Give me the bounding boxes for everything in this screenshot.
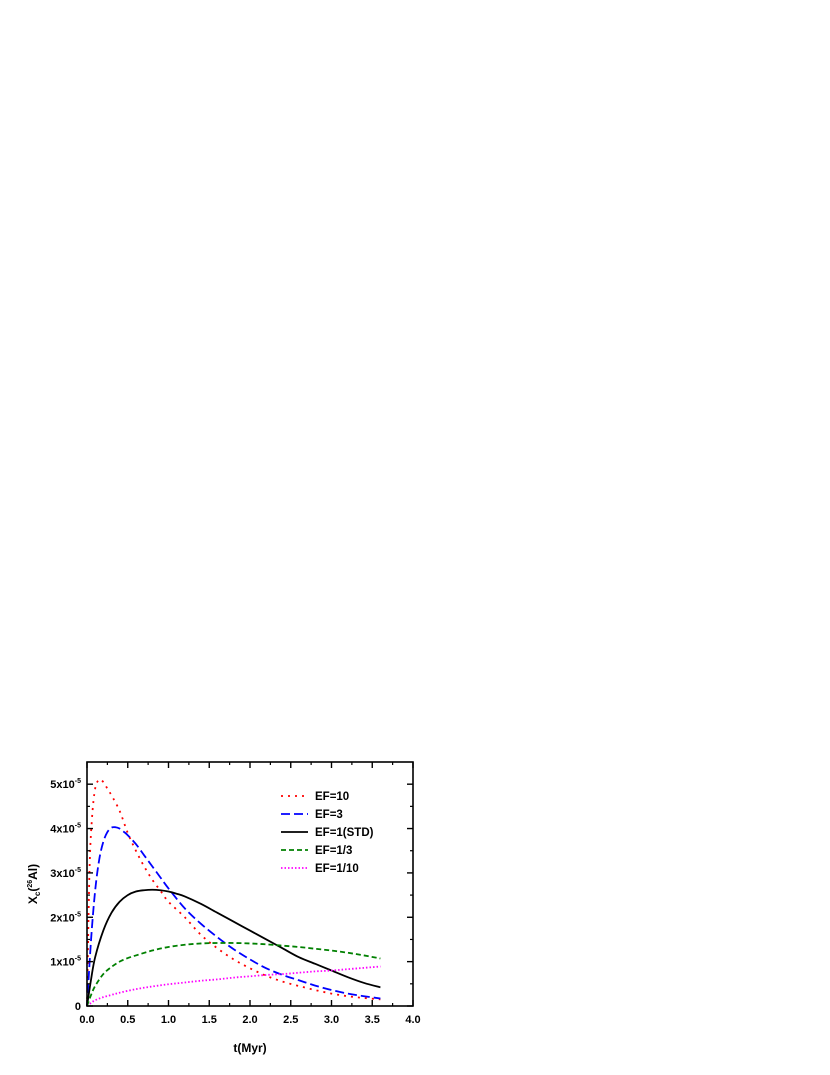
x-tick-label: 0.0 [79,1014,94,1026]
legend-label-4: EF=1/10 [315,863,359,875]
y-tick-mantissa: 5x10 [50,779,74,791]
y-tick-label: 3x10-5 [50,867,81,880]
y-axis-title-main: X [26,896,40,904]
y-axis-title-open: ( [26,888,40,892]
x-tick-label: 1.5 [202,1014,217,1026]
y-axis-title-sup: 26 [27,880,34,888]
y-axis-title: Xc(26Al) [26,864,42,904]
legend-label-0: EF=10 [315,791,349,803]
x-tick-label: 3.0 [324,1014,339,1026]
series-line-4 [86,965,381,1007]
x-axis-ticks: 0.0 0.5 1.0 1.5 2.0 2.5 3.0 3.5 4.0 [79,762,421,1026]
legend: EF=10 EF=3 EF=1(STD) EF=1/3 EF=1/10 [281,791,374,875]
x-tick-label: 2.5 [283,1014,298,1026]
x-tick-label: 3.5 [365,1014,380,1026]
series-line-3 [86,942,381,1007]
legend-label-1: EF=3 [315,809,343,821]
legend-label-3: EF=1/3 [315,845,352,857]
y-tick-exponent: -5 [75,867,81,874]
x-tick-label: 1.0 [161,1014,176,1026]
x-axis-title: t(Myr) [233,1041,266,1055]
series-line-1 [86,826,381,1007]
y-tick-exponent: -5 [75,956,81,963]
y-tick-label: 4x10-5 [50,823,81,836]
plot-frame [86,761,414,1007]
y-tick-mantissa: 2x10 [50,912,74,924]
legend-label-2: EF=1(STD) [315,827,374,839]
x-tick-label: 0.5 [120,1014,135,1026]
y-axis-title-rest: Al) [26,864,40,880]
x-tick-label: 2.0 [242,1014,257,1026]
plot-series [86,778,381,1007]
y-tick-label: 2x10-5 [50,911,81,924]
y-tick-label: 1x10-5 [50,956,81,969]
y-tick-label: 5x10-5 [50,778,81,791]
x-tick-label: 4.0 [405,1014,420,1026]
y-tick-mantissa: 4x10 [50,824,74,836]
y-tick-value: 0 [75,1001,81,1013]
y-tick-exponent: -5 [75,911,81,918]
y-axis-title-sub: c [33,891,42,896]
y-tick-mantissa: 1x10 [50,957,74,969]
y-tick-mantissa: 3x10 [50,868,74,880]
series-line-2 [86,888,381,1007]
y-tick-exponent: -5 [75,778,81,785]
y-tick-exponent: -5 [75,823,81,830]
y-tick-label: 0 [75,1001,81,1013]
